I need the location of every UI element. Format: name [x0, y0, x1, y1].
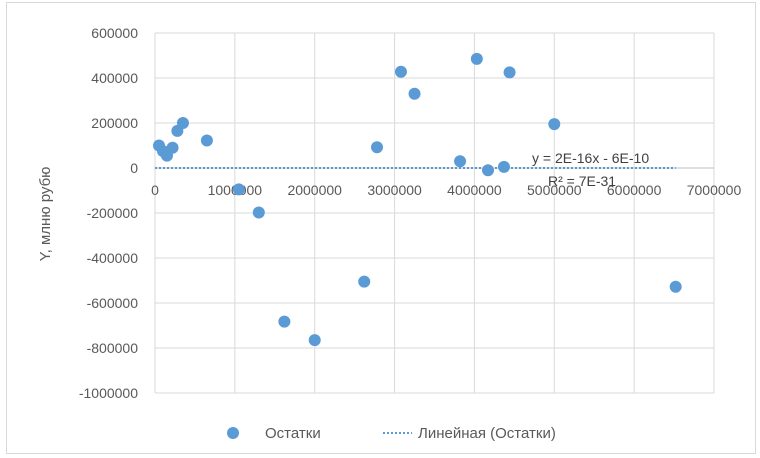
x-tick-label: 7000000 [687, 182, 742, 198]
legend-marker-residuals [227, 427, 239, 439]
data-point [503, 66, 516, 79]
data-point [482, 164, 495, 177]
data-point [232, 183, 245, 196]
trendline-r-squared: R² = 7E-31 [548, 173, 616, 189]
data-point [454, 155, 467, 168]
legend-label-residuals: Остатки [265, 425, 321, 442]
y-tick-label: -400000 [87, 250, 139, 266]
x-tick-label: 6000000 [607, 182, 662, 198]
y-tick-labels: 600000 400000 200000 0 -200000 -400000 -600000… [79, 25, 138, 401]
y-axis-title: Y, млню рубю [37, 167, 54, 262]
data-point [278, 315, 291, 328]
y-tick-label: -200000 [87, 205, 139, 221]
y-tick-label: 600000 [91, 25, 138, 41]
y-tick-label: 400000 [91, 70, 138, 86]
y-tick-label: -800000 [87, 340, 139, 356]
data-point [308, 334, 321, 347]
data-point [252, 206, 265, 219]
data-point [669, 280, 682, 293]
x-tick-label: 4000000 [447, 182, 502, 198]
data-points [152, 52, 682, 347]
chart-frame [6, 2, 756, 454]
data-point [408, 87, 421, 100]
data-point [394, 65, 407, 78]
x-tick-label: 2000000 [287, 182, 342, 198]
data-point [200, 134, 213, 147]
x-tick-label: 0 [151, 182, 159, 198]
data-point [371, 141, 384, 154]
data-point [176, 117, 189, 129]
x-tick-label: 3000000 [367, 182, 422, 198]
data-point [358, 275, 371, 288]
data-point [470, 52, 483, 65]
y-tick-label: -1000000 [79, 385, 138, 401]
gridlines [154, 32, 715, 394]
legend: Остатки Линейная (Остатки) [227, 425, 556, 442]
y-tick-label: 200000 [91, 115, 138, 131]
trendline-equation: y = 2E-16x - 6E-10 [532, 150, 649, 166]
y-tick-label: -600000 [87, 295, 139, 311]
data-point [497, 160, 510, 173]
x-tick-label: 5000000 [527, 182, 582, 198]
data-point [166, 141, 179, 154]
data-point [548, 118, 561, 131]
y-tick-label: 0 [130, 160, 138, 176]
legend-label-trendline: Линейная (Остатки) [418, 425, 556, 442]
